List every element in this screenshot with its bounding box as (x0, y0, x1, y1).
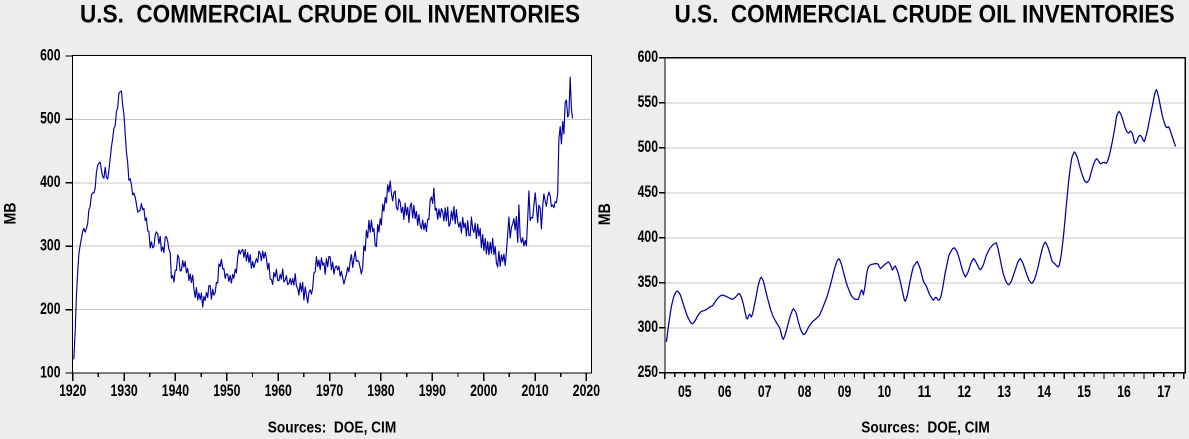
svg-text:14: 14 (1037, 382, 1051, 401)
svg-text:16: 16 (1117, 382, 1131, 401)
svg-text:500: 500 (638, 137, 658, 156)
svg-text:1950: 1950 (213, 381, 240, 400)
svg-text:08: 08 (798, 382, 812, 401)
svg-text:1920: 1920 (59, 381, 86, 400)
svg-text:1980: 1980 (367, 381, 394, 400)
svg-text:1970: 1970 (316, 381, 343, 400)
svg-text:13: 13 (997, 382, 1011, 401)
svg-text:300: 300 (40, 236, 60, 255)
svg-text:17: 17 (1157, 382, 1171, 401)
svg-text:U.S. COMMERCIAL CRUDE OIL INV: U.S. COMMERCIAL CRUDE OIL INVENTORIES (675, 1, 1175, 29)
svg-text:450: 450 (638, 182, 658, 201)
svg-text:100: 100 (40, 362, 60, 381)
svg-text:MB: MB (1, 202, 19, 224)
svg-text:10: 10 (878, 382, 892, 401)
svg-text:500: 500 (40, 109, 60, 128)
svg-text:400: 400 (638, 227, 658, 246)
svg-text:250: 250 (638, 362, 658, 381)
svg-text:2010: 2010 (522, 381, 549, 400)
svg-text:1960: 1960 (265, 381, 292, 400)
svg-text:06: 06 (718, 382, 732, 401)
svg-text:07: 07 (758, 382, 772, 401)
svg-text:U.S. COMMERCIAL CRUDE OIL INV: U.S. COMMERCIAL CRUDE OIL INVENTORIES (80, 1, 580, 29)
svg-text:2000: 2000 (470, 381, 497, 400)
svg-text:15: 15 (1077, 382, 1091, 401)
svg-text:2020: 2020 (573, 381, 600, 400)
svg-text:350: 350 (638, 272, 658, 291)
svg-text:400: 400 (40, 172, 60, 191)
svg-text:1940: 1940 (162, 381, 189, 400)
svg-text:600: 600 (638, 47, 658, 66)
svg-text:Sources: DOE, CIM: Sources: DOE, CIM (268, 420, 397, 437)
svg-text:MB: MB (596, 203, 614, 225)
svg-text:200: 200 (40, 299, 60, 318)
svg-text:300: 300 (638, 317, 658, 336)
svg-text:05: 05 (678, 382, 692, 401)
svg-text:Sources: DOE, CIM: Sources: DOE, CIM (861, 420, 990, 437)
svg-text:12: 12 (958, 382, 972, 401)
svg-text:1930: 1930 (111, 381, 138, 400)
svg-text:09: 09 (838, 382, 852, 401)
svg-text:600: 600 (40, 45, 60, 64)
svg-text:1990: 1990 (419, 381, 446, 400)
svg-text:550: 550 (638, 92, 658, 111)
svg-text:11: 11 (918, 382, 932, 401)
